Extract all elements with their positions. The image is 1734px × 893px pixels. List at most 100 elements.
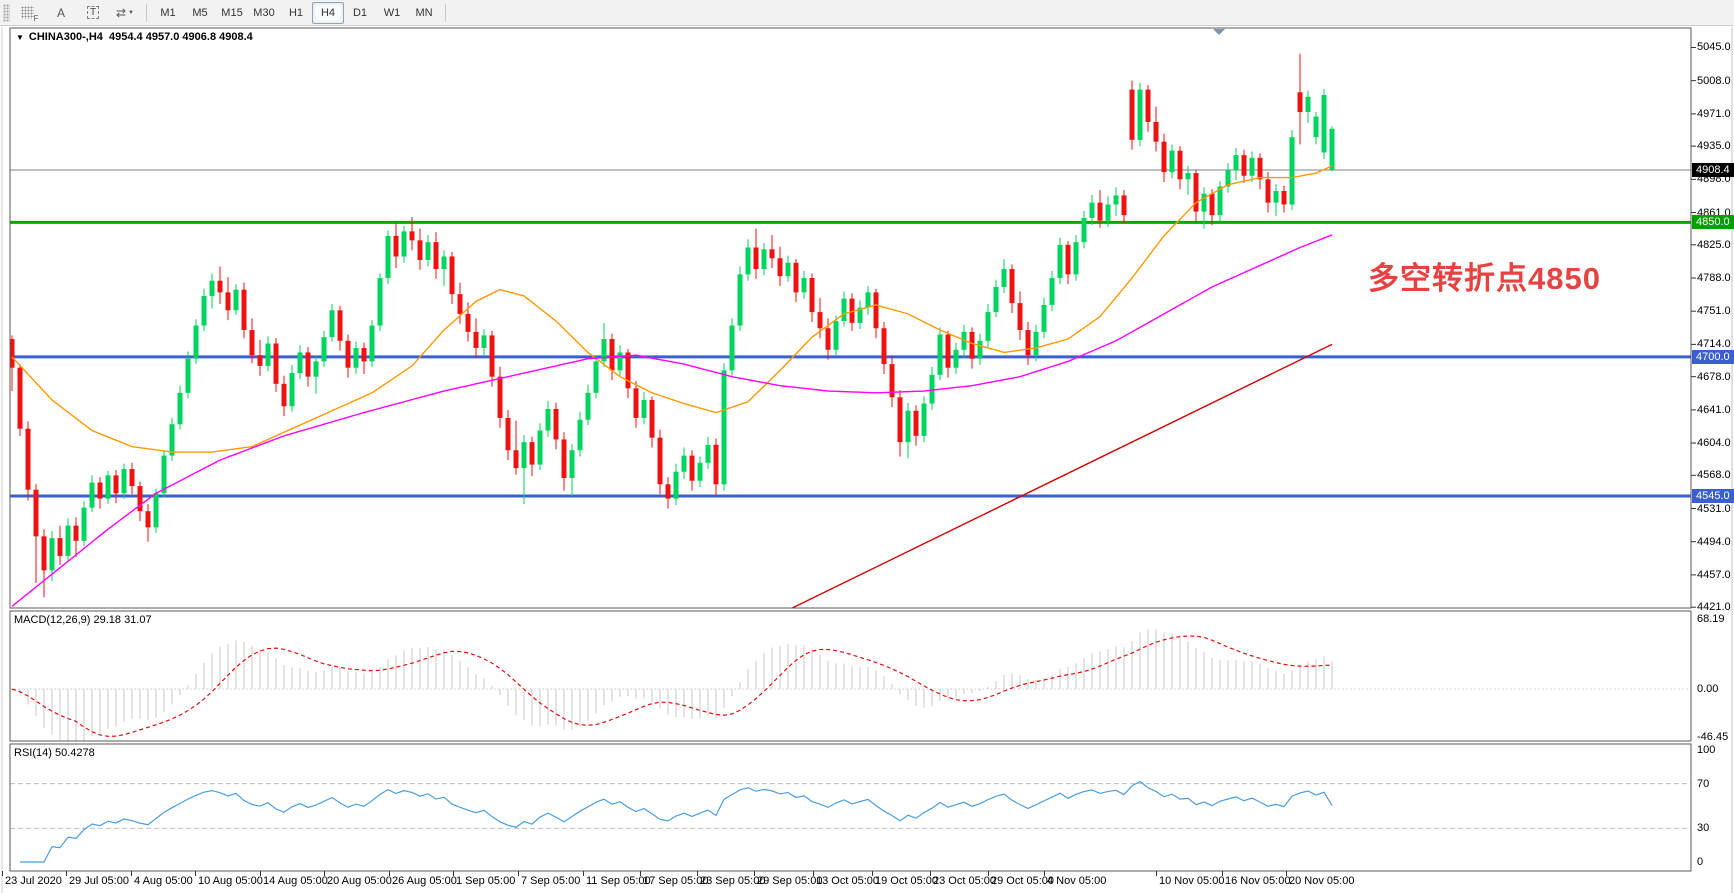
candle-body bbox=[1113, 195, 1119, 205]
candle-body bbox=[1305, 96, 1311, 113]
candle-body bbox=[929, 374, 935, 404]
date-axis-label: 16 Nov 05:00 bbox=[1225, 875, 1291, 887]
candle-body bbox=[937, 334, 943, 375]
tf-button-mn[interactable]: MN bbox=[415, 6, 433, 19]
candle-body bbox=[1233, 155, 1239, 171]
candle-body bbox=[905, 410, 911, 443]
candle-body bbox=[281, 383, 287, 407]
ohlc-values: 4954.4 4957.0 4906.8 4908.4 bbox=[109, 31, 253, 43]
candle-body bbox=[329, 310, 335, 338]
candle-body bbox=[521, 442, 527, 469]
candle-body bbox=[1265, 179, 1271, 203]
candle-body bbox=[41, 536, 47, 571]
tf-button-m30[interactable]: M30 bbox=[253, 6, 275, 19]
grid-icon: F bbox=[20, 6, 39, 23]
ma-fast-line[interactable] bbox=[11, 165, 1333, 453]
candle-body bbox=[777, 258, 783, 277]
macd-axis-label: 68.19 bbox=[1697, 612, 1725, 625]
price-axis-label: 4788.0 bbox=[1697, 271, 1731, 284]
chart-window[interactable]: ▼ CHINA300-,H4 4954.4 4957.0 4906.8 4908.… bbox=[0, 27, 1734, 893]
candle-body bbox=[769, 249, 775, 259]
candle-body bbox=[257, 355, 263, 366]
candle-body bbox=[1089, 202, 1095, 218]
candle-body bbox=[137, 486, 143, 512]
macd-panel[interactable] bbox=[10, 629, 1691, 743]
date-axis-label: 10 Nov 05:00 bbox=[1159, 875, 1225, 887]
date-axis-label: 13 Oct 05:00 bbox=[816, 875, 879, 887]
chart-annotation-text[interactable]: 多空转折点4850 bbox=[1368, 261, 1601, 296]
candle-body bbox=[441, 256, 447, 270]
candle-body bbox=[1177, 150, 1183, 180]
candle-body bbox=[1281, 190, 1287, 205]
ma-slow-line[interactable] bbox=[11, 234, 1333, 607]
tf-button-h1[interactable]: H1 bbox=[288, 6, 304, 19]
toolbar-drag-handle[interactable] bbox=[3, 3, 10, 22]
candle-body bbox=[209, 280, 215, 296]
date-axis-label: 29 Sep 05:00 bbox=[757, 875, 823, 887]
candle-body bbox=[353, 347, 359, 368]
candle-body bbox=[1209, 193, 1215, 216]
candle-body bbox=[1313, 116, 1319, 138]
price-axis-label: 4604.0 bbox=[1697, 437, 1731, 450]
candle-body bbox=[97, 482, 103, 499]
candle-body bbox=[401, 231, 407, 257]
candle-body bbox=[265, 343, 271, 366]
date-axis-label: 26 Aug 05:00 bbox=[392, 875, 457, 887]
chart-canvas[interactable] bbox=[0, 27, 1734, 893]
candle-body bbox=[89, 482, 95, 508]
pointer-tools-button[interactable]: ⇄ ▼ bbox=[109, 2, 141, 24]
tf-button-m1[interactable]: M1 bbox=[160, 6, 176, 19]
chart-shift-marker[interactable] bbox=[1213, 29, 1225, 35]
candle-body bbox=[457, 294, 463, 314]
date-axis-label: 4 Nov 05:00 bbox=[1047, 875, 1107, 887]
candle-body bbox=[1249, 157, 1255, 176]
tf-button-w1[interactable]: W1 bbox=[383, 6, 401, 19]
title-caret-icon[interactable]: ▼ bbox=[16, 33, 24, 42]
tf-button-d1[interactable]: D1 bbox=[352, 6, 368, 19]
candle-body bbox=[1273, 190, 1279, 203]
price-axis-label: 4971.0 bbox=[1697, 107, 1731, 120]
date-axis-label: 11 Sep 05:00 bbox=[586, 875, 651, 887]
rsi-panel[interactable] bbox=[10, 780, 1691, 863]
candle-body bbox=[849, 298, 855, 323]
candle-body bbox=[841, 298, 847, 322]
candle-body bbox=[161, 455, 167, 494]
candle-body bbox=[881, 328, 887, 365]
candle-body bbox=[969, 331, 975, 359]
candle-body bbox=[593, 361, 599, 393]
panel-border bbox=[9, 610, 1692, 742]
price-axis-label: 4457.0 bbox=[1697, 568, 1731, 581]
candle-body bbox=[793, 262, 799, 293]
candle-body bbox=[505, 417, 511, 451]
main-panel[interactable] bbox=[10, 53, 1692, 608]
snap-grid-button[interactable]: F bbox=[13, 2, 45, 24]
tf-button-h4[interactable]: H4 bbox=[312, 1, 344, 24]
rsi-axis-label: 30 bbox=[1697, 822, 1710, 835]
date-axis-label: 1 Sep 05:00 bbox=[456, 875, 516, 887]
candle-body bbox=[745, 247, 751, 275]
trendline[interactable] bbox=[791, 343, 1333, 608]
annotate-button[interactable]: A bbox=[45, 2, 77, 24]
candle-body bbox=[361, 347, 367, 362]
candle-body bbox=[913, 410, 919, 436]
candle-body bbox=[305, 352, 311, 377]
date-axis-label: 23 Oct 05:00 bbox=[933, 875, 996, 887]
candle-body bbox=[897, 397, 903, 443]
text-box-icon: T bbox=[86, 6, 100, 19]
candle-body bbox=[673, 471, 679, 499]
candle-body bbox=[585, 392, 591, 420]
text-label-button[interactable]: T bbox=[77, 2, 109, 24]
price-axis-label: 4494.0 bbox=[1697, 535, 1731, 548]
candle-body bbox=[273, 343, 279, 384]
candle-body bbox=[977, 340, 983, 359]
candle-body bbox=[737, 274, 743, 326]
candle-body bbox=[417, 240, 423, 261]
macd-signal-line bbox=[11, 635, 1333, 737]
candle-body bbox=[633, 388, 639, 418]
tf-button-m15[interactable]: M15 bbox=[221, 6, 243, 19]
candle-body bbox=[49, 538, 55, 571]
panel-border bbox=[9, 27, 1692, 609]
tf-button-m5[interactable]: M5 bbox=[192, 6, 208, 19]
candle-body bbox=[65, 525, 71, 557]
